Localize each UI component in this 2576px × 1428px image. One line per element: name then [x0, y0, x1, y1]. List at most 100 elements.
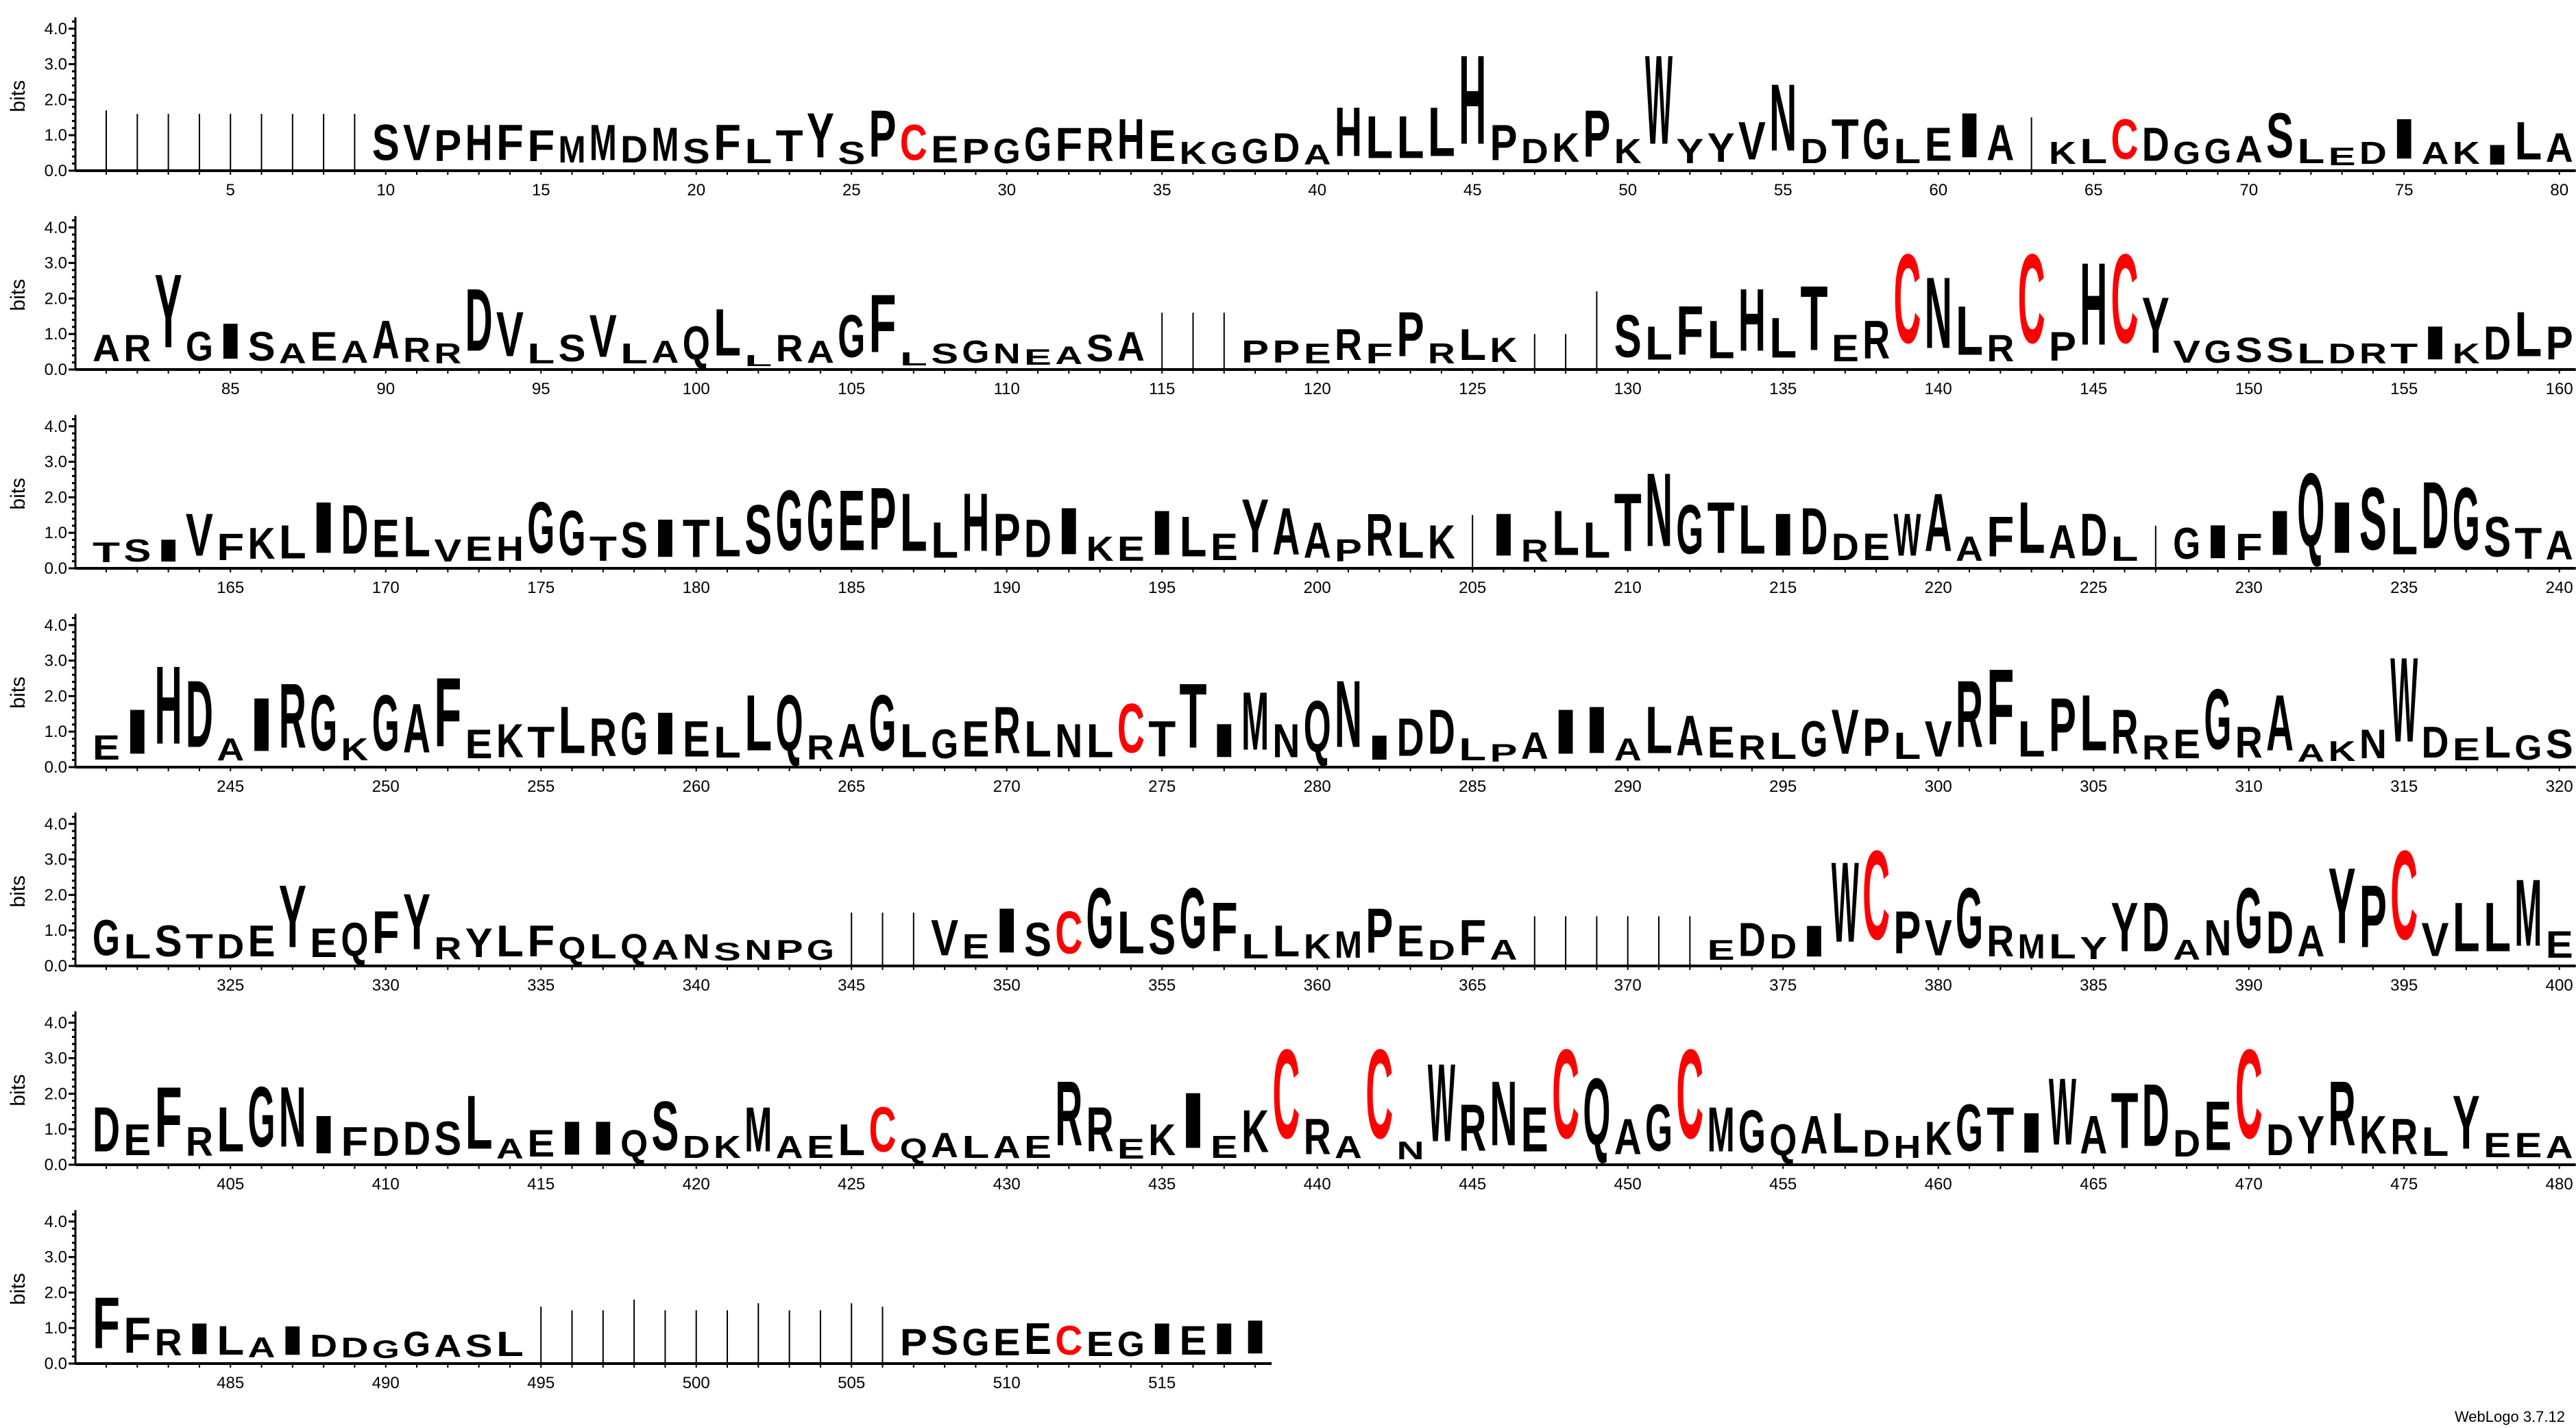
x-tick-label: 370 [1614, 976, 1642, 995]
logo-letter: E [2483, 1126, 2511, 1165]
logo-letter: L [1397, 511, 1424, 568]
logo-letter: C [1272, 1024, 1300, 1165]
logo-letter: S [1086, 328, 1114, 370]
logo-letter: R [2359, 337, 2387, 370]
x-tick-label: 50 [1618, 181, 1637, 199]
x-tick-label: 165 [217, 579, 244, 597]
logo-letter: R [1862, 310, 1890, 370]
weblogo-credit: WebLogo 3.7.12 [2455, 1408, 2565, 1425]
logo-letter: N [2359, 721, 2387, 767]
logo-letter: H [1117, 107, 1145, 171]
logo-letter: M [1241, 676, 1269, 768]
x-tick-label: 105 [838, 380, 865, 398]
logo-letter: P [869, 470, 897, 569]
logo-letter: N [683, 928, 710, 967]
x-tick-label: 85 [221, 380, 240, 398]
logo-letter: Y [403, 878, 430, 967]
logo-letter: A [1614, 732, 1642, 767]
logo-letter: Q [776, 679, 803, 768]
logo-letter: E [1117, 1133, 1145, 1165]
logo-letter: R [1365, 502, 1393, 569]
logo-letter: I [1055, 494, 1082, 569]
logo-letter: T [2514, 519, 2542, 568]
logo-letter: L [1956, 293, 1983, 370]
logo-letter: E [1304, 337, 1331, 370]
x-tick-label: 5 [226, 181, 235, 199]
x-tick-label: 290 [1614, 777, 1642, 796]
logo-letter: E [1521, 1094, 1548, 1165]
logo-letter: K [1241, 1098, 1269, 1165]
logo-letter: E [527, 1123, 555, 1165]
x-tick-label: 305 [2080, 777, 2107, 796]
logo-letter: A [2297, 739, 2324, 767]
logo-letter: D [2329, 337, 2356, 370]
logo-letter: L [900, 715, 927, 768]
logo-letter: L [2483, 889, 2511, 967]
logo-letter: L [1645, 693, 1673, 768]
logo-letter: E [807, 1130, 834, 1165]
logo-letter: G [372, 1335, 400, 1364]
x-tick-label: 35 [1153, 181, 1171, 199]
logo-letter: I [310, 1105, 337, 1165]
logo-letter: D [620, 129, 648, 171]
logo-letter: G [1738, 1098, 1766, 1165]
logo-letter: N [993, 337, 1021, 370]
logo-letter: D [217, 928, 244, 967]
logo-letter: E [1180, 1318, 1207, 1364]
logo-letter: A [2049, 516, 2076, 569]
logo-letter: A [1676, 703, 1703, 767]
logo-letter: P [2049, 324, 2076, 370]
y-tick-label: 3.0 [45, 56, 67, 74]
logo-letter: G [186, 324, 213, 370]
logo-letter: R [1521, 533, 1548, 568]
logo-letter: I [1148, 1314, 1176, 1364]
logo-letter: D [2142, 889, 2170, 967]
x-tick-label: 60 [1929, 181, 1947, 199]
logo-letter: S [248, 324, 276, 370]
logo-letter: G [2204, 671, 2231, 767]
logo-letter: R [155, 1322, 182, 1364]
x-tick-label: 185 [838, 579, 865, 597]
logo-letter: G [776, 472, 803, 568]
logo-letter: E [310, 920, 337, 966]
logo-letter: S [372, 114, 400, 171]
x-tick-label: 30 [997, 181, 1016, 199]
logo-letter: K [1180, 136, 1207, 171]
logo-letter: I [559, 1113, 586, 1165]
y-tick-label: 2.0 [45, 289, 67, 308]
logo-letter: K [2453, 136, 2480, 171]
logo-letter: E [1086, 1325, 1114, 1364]
logo-letter: D [341, 492, 368, 569]
logo-letter: G [1241, 132, 1269, 171]
logo-letter: N [1397, 1137, 1424, 1165]
logo-letter: L [900, 349, 927, 370]
logo-letter: L [1769, 725, 1797, 768]
logo-letter: W [1645, 30, 1673, 171]
y-tick-label: 0.0 [45, 758, 67, 777]
logo-letter: L [1893, 725, 1921, 768]
logo-letter: D [2266, 1115, 2294, 1165]
logo-letter: K [2049, 136, 2076, 171]
y-axis-label: bits [7, 279, 29, 311]
logo-letter: G [962, 335, 989, 370]
logo-letter: D [2359, 136, 2387, 171]
logo-letter: R [403, 331, 430, 370]
logo-letter: K [496, 715, 524, 768]
logo-letter: L [1241, 928, 1269, 967]
logo-letter: D [1521, 132, 1548, 171]
logo-letter: Q [1583, 1058, 1610, 1165]
logo-letter: K [1490, 331, 1518, 370]
logo-letter: C [1893, 229, 1921, 370]
logo-letter: L [2422, 1119, 2449, 1165]
y-tick-label: 0.0 [45, 361, 67, 379]
logo-letter: K [248, 519, 276, 568]
logo-letter: H [155, 644, 182, 768]
logo-letter: R [1055, 1063, 1082, 1165]
logo-letter: R [590, 707, 617, 768]
logo-letter: R [1335, 320, 1362, 370]
logo-letter: C [1117, 690, 1145, 768]
logo-letter: C [1862, 825, 1890, 967]
logo-letter: E [2329, 143, 2356, 171]
y-tick-label: 0.0 [45, 1355, 67, 1373]
